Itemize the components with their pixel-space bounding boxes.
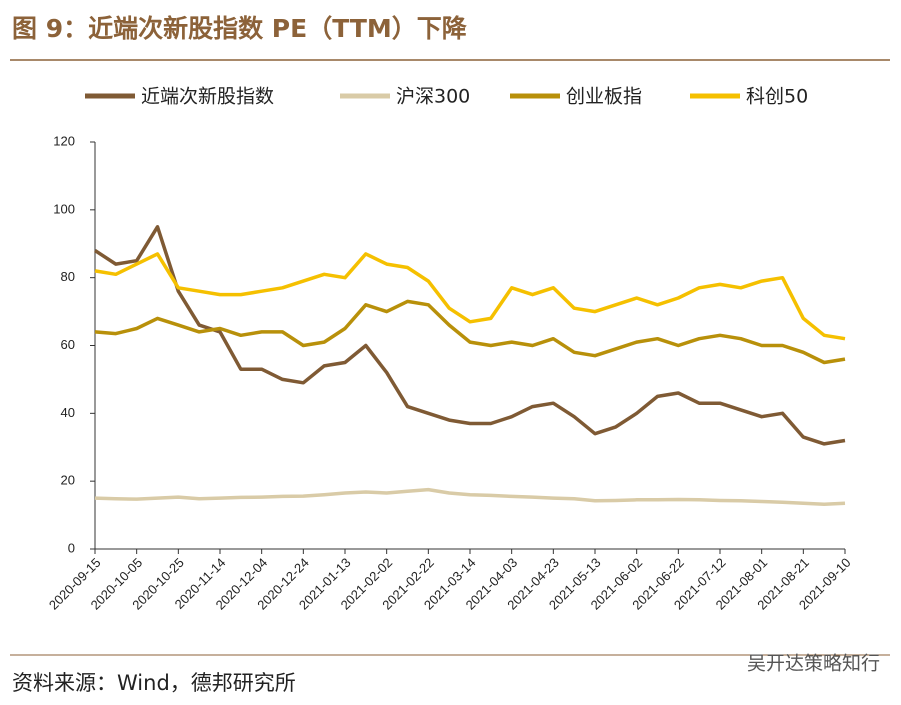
legend-label: 沪深300	[396, 86, 470, 108]
source-note: 资料来源：Wind，德邦研究所	[12, 671, 296, 695]
watermark: 吴开达策略知行	[747, 653, 880, 675]
legend-label: 近端次新股指数	[141, 86, 274, 108]
legend-label: 创业板指	[566, 86, 642, 108]
y-tick-label: 60	[61, 337, 75, 352]
series-line	[94, 252, 846, 341]
y-tick-label: 120	[53, 133, 75, 148]
y-tick-label: 80	[61, 269, 75, 284]
series-line	[94, 225, 846, 446]
series-line	[94, 487, 846, 506]
series-line	[94, 299, 846, 365]
y-tick-label: 100	[53, 201, 75, 216]
legend-label: 科创50	[746, 86, 808, 108]
y-tick-label: 40	[61, 405, 75, 420]
y-tick-label: 20	[61, 473, 75, 488]
y-tick-label: 0	[68, 540, 75, 555]
chart-title: 图 9：近端次新股指数 PE（TTM）下降	[12, 14, 468, 43]
